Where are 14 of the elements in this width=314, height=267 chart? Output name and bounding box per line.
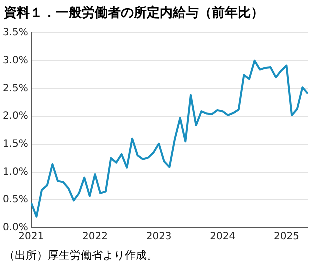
y-tick-label: 3.0%: [3, 55, 28, 66]
y-tick-label: 1.0%: [3, 166, 28, 178]
x-tick-label: 2022: [82, 232, 108, 243]
y-tick-label: 3.5%: [3, 28, 28, 39]
y-tick-label: 2.5%: [3, 83, 28, 94]
x-tick-label: 2021: [18, 232, 44, 243]
x-tick-label: 2024: [210, 232, 236, 243]
y-tick-label: 1.5%: [3, 139, 28, 150]
x-tick-label: 2023: [146, 232, 172, 243]
y-tick-label: 2.0%: [3, 111, 28, 122]
y-tick-label: 0.5%: [3, 194, 28, 206]
text: （出所）厚生労働省より作成。: [3, 248, 159, 263]
x-tick-label: 2025: [274, 232, 300, 243]
chart-title: 資料１．一般労働者の所定内給与（前年比）: [3, 4, 265, 23]
